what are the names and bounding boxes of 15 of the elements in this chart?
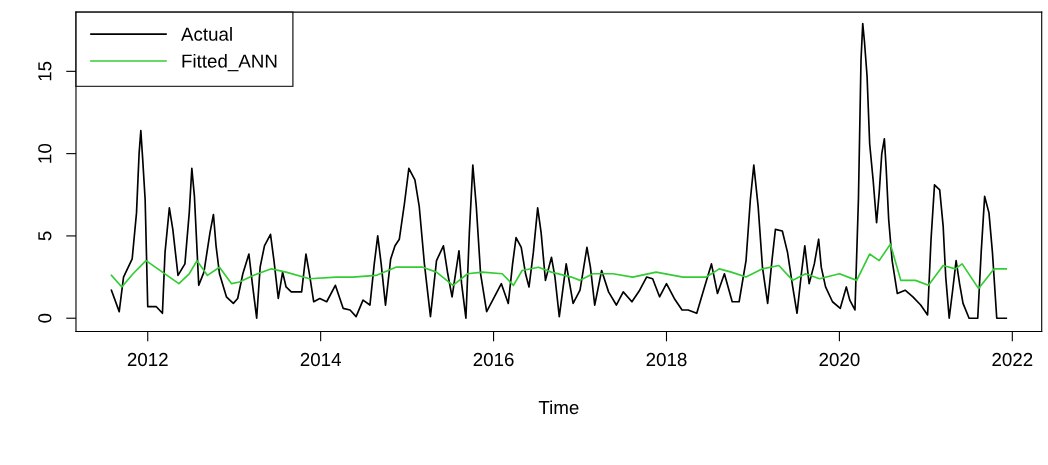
y-tick-label: 10 (38, 143, 52, 163)
x-tick-label: 2020 (819, 352, 860, 367)
legend-label: Fitted_ANN (182, 53, 277, 72)
x-tick-label: 2014 (300, 352, 341, 367)
y-tick-label: 15 (38, 61, 52, 81)
x-tick-label: 2012 (127, 352, 168, 367)
x-tick-label: 2018 (646, 352, 687, 367)
line-series (110, 243, 1008, 290)
y-tick-label: 0 (38, 313, 52, 323)
legend-label: Actual (181, 27, 232, 41)
y-tick-label: 5 (38, 231, 52, 241)
x-axis-title: Time (538, 400, 579, 415)
line-series (110, 22, 1008, 320)
x-tick-label: 2022 (992, 352, 1033, 367)
x-tick-label: 2016 (473, 352, 514, 367)
